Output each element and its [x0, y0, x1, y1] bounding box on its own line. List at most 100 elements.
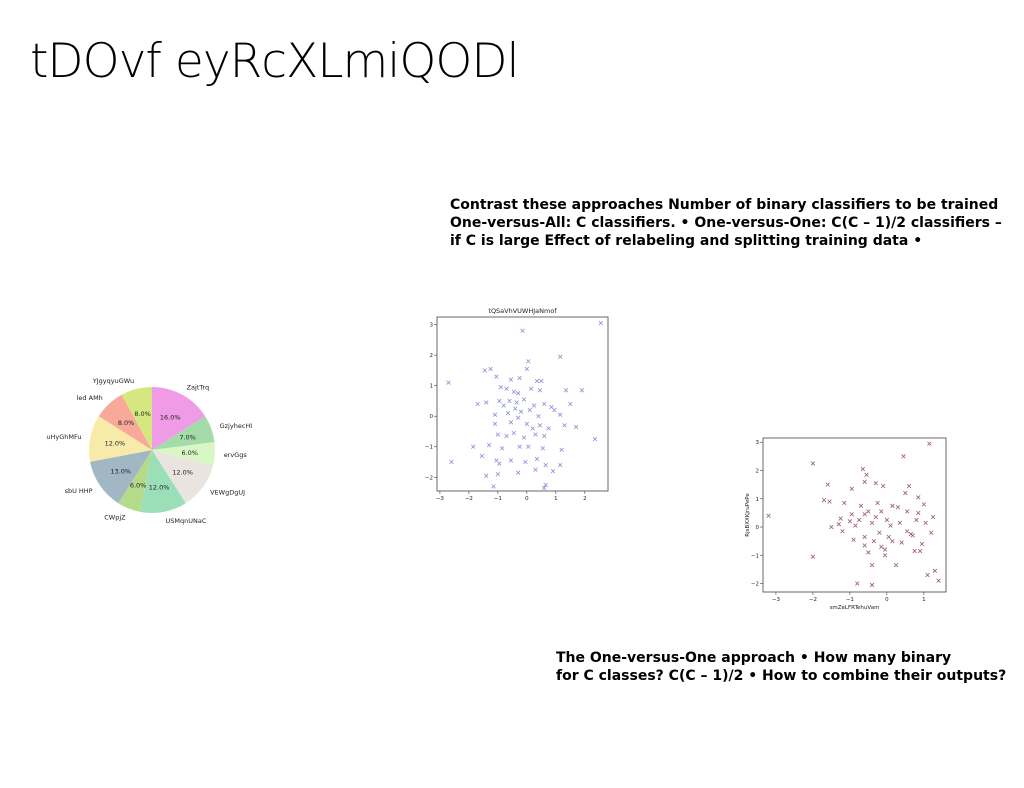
pie-slice [140, 450, 186, 513]
scatter-point [536, 414, 541, 419]
scatter-point [511, 430, 516, 436]
scatter-point [533, 467, 538, 472]
x-axis-label: smZeLFRTehuVam [830, 605, 880, 611]
y-tick-label: −1 [751, 553, 759, 559]
text-line: for C classes? C(C – 1)/2 • How to combi… [556, 668, 1007, 684]
scatter-point [886, 534, 891, 540]
pie-chart: ZajtTrq 16.0% GzjyhecHI 7.0% ervGgs 6.0% VEWgD… [46, 377, 252, 525]
scatter-point [862, 479, 867, 484]
scatter-point [877, 530, 882, 535]
scatter-point [517, 444, 522, 449]
scatter-point [882, 547, 888, 552]
scatter-point [827, 499, 832, 504]
y-tick-label: 1 [756, 497, 760, 503]
pie-label: CWpjZ [104, 513, 126, 521]
scatter-point [537, 388, 543, 393]
scatter-point [912, 548, 917, 554]
scatter-point [842, 500, 847, 506]
scatter-point [838, 516, 843, 521]
scatter-point [936, 578, 941, 583]
scatter-point [893, 562, 899, 568]
pie-percent-label: 12.0% [172, 469, 193, 477]
scatter-point [511, 389, 516, 394]
scatter-point [906, 483, 912, 489]
pie-label: led AMh [77, 394, 103, 402]
scatter-point [858, 503, 864, 509]
scatter-point [866, 509, 871, 514]
scatter-point [869, 520, 875, 525]
scatter-point [568, 401, 573, 407]
scatter-point [836, 521, 841, 527]
text-line: Contrast these approaches Number of bina… [450, 197, 999, 213]
scatter-point [869, 562, 875, 568]
scatter-point [562, 423, 567, 428]
pie-label: ZajtTrq [187, 384, 210, 392]
scatter-point [864, 472, 869, 477]
scatter-point [543, 482, 548, 488]
scatter-point [530, 426, 535, 431]
scatter-point [925, 572, 930, 578]
scatter-point [504, 386, 509, 391]
scatter-point [810, 554, 816, 559]
y-tick-label: 2 [756, 468, 760, 474]
scatter-point [515, 470, 521, 475]
scatter-point [873, 481, 878, 486]
plot-frame [436, 316, 609, 492]
scatter-point [840, 529, 845, 534]
scatter-point [552, 407, 557, 413]
scatter-point [494, 374, 499, 379]
x-tick-label: −3 [772, 597, 781, 603]
pie-label: uHyGhMFu [46, 433, 81, 441]
scatter-point [875, 500, 880, 506]
scatter-point [914, 517, 919, 523]
scatter-point [531, 403, 537, 408]
pie-slice [152, 442, 215, 466]
pie-slice [152, 416, 215, 450]
scatter-point [534, 378, 540, 384]
contrast-approaches-text: Contrast these approaches Number of bina… [450, 196, 1002, 250]
pie-percent-label: 7.0% [179, 434, 196, 442]
pie-label: sbU HHP [65, 487, 93, 495]
scatter-point [917, 548, 923, 554]
scatter-point [484, 400, 489, 405]
scatter-point [492, 412, 498, 417]
scatter-point [521, 397, 527, 402]
pie-label: VEWgDgUJ [210, 489, 245, 497]
pie-slice [89, 416, 152, 462]
scatter-point [849, 486, 854, 492]
x-tick-label: −1 [494, 496, 502, 502]
scatter-point [518, 409, 524, 414]
scatter-point [492, 421, 498, 427]
scatter-point [517, 375, 522, 381]
scatter-point [825, 482, 830, 487]
x-tick-label: −3 [436, 496, 445, 502]
y-tick-label: 3 [430, 323, 434, 329]
scatter-point [862, 512, 867, 517]
y-tick-label: 0 [430, 414, 434, 420]
scatter-point [592, 436, 598, 442]
y-axis-label: RjsBXXKjruPePe [745, 493, 751, 537]
scatter-point [927, 441, 932, 446]
pie-percent-label: 6.0% [181, 449, 198, 457]
scatter-point [495, 472, 501, 477]
scatter-point [880, 483, 886, 489]
scatter-point [495, 432, 501, 437]
y-tick-label: 3 [756, 440, 760, 446]
scatter-point [542, 401, 547, 407]
scatter-point [916, 510, 921, 516]
scatter-point [860, 466, 866, 472]
scatter-point [882, 553, 888, 558]
scatter-point [508, 420, 514, 425]
scatter-point [524, 421, 530, 427]
scatter-point [929, 530, 934, 535]
scatter-point [500, 446, 505, 451]
scatter-point [539, 378, 544, 384]
scatter-point [869, 582, 875, 588]
scatter-point [471, 444, 476, 449]
scatter-point [497, 398, 502, 404]
scatter-point [810, 461, 816, 466]
one-versus-one-text: The One-versus-One approach • How many b… [556, 649, 1006, 685]
text-line: if C is large Effect of relabeling and s… [450, 233, 923, 249]
scatter-point [849, 512, 854, 517]
scatter-point [542, 433, 547, 439]
